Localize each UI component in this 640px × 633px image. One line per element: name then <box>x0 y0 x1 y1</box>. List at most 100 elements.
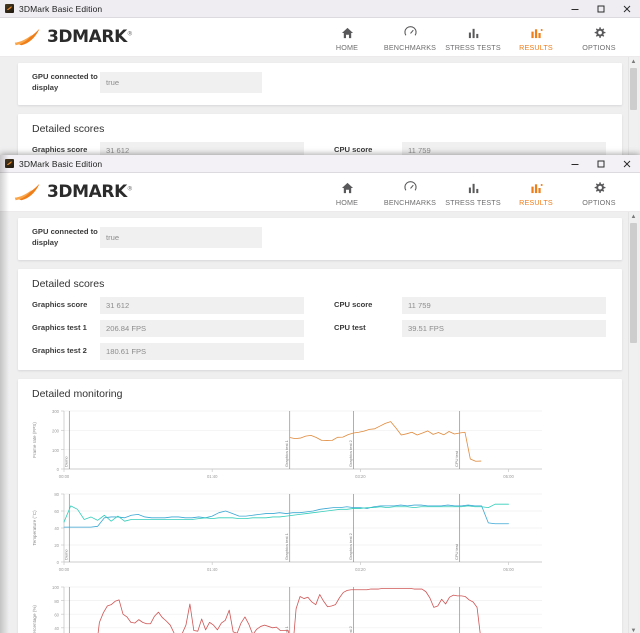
gpu-connected-value: true <box>100 227 262 248</box>
graphics-score-row: Graphics score 31 612 <box>18 142 320 159</box>
nav-item-stress-tests[interactable]: STRESS TESTS <box>442 178 504 207</box>
graphics-score-label: Graphics score <box>32 145 88 155</box>
nav-label-home: HOME <box>335 197 359 207</box>
main-nav-front[interactable]: HOME BENCHMARKS STRESS TESTS RESULTS <box>316 178 630 207</box>
close-icon <box>623 160 631 167</box>
scroll-up-arrow[interactable]: ▲ <box>630 213 637 220</box>
minimize-button[interactable] <box>562 0 588 17</box>
percentage-chart-svg[interactable]: 02040608010000:0001:4003:2005:00Percenta… <box>28 583 608 633</box>
maximize-icon <box>597 160 605 167</box>
main-nav-back[interactable]: HOME BENCHMARKS STRESS TESTS RESULTS <box>316 23 630 52</box>
close-button[interactable] <box>614 155 640 172</box>
graphics-test-2-label: Graphics test 2 <box>32 346 87 356</box>
chart-frame-rate[interactable]: 0 100 200 300 00:00 01:40 03:20 05:00 Frame rate… <box>28 407 612 490</box>
temperature-chart-svg[interactable]: 0 20 40 60 80 00:00 01:40 03:20 05:00 Temperature… <box>28 490 608 578</box>
window-controls-front[interactable] <box>562 155 640 172</box>
scrollbar-back[interactable]: ▲ <box>628 57 638 160</box>
table-row: Graphics score 31 612 CPU score 11 759 <box>18 142 622 160</box>
svg-text:Demo: Demo <box>64 549 69 560</box>
nav-item-benchmarks[interactable]: BENCHMARKS <box>379 178 441 207</box>
svg-text:100: 100 <box>52 448 60 453</box>
detailed-scores-title: Detailed scores <box>32 278 105 290</box>
nav-item-results[interactable]: RESULTS <box>505 178 567 207</box>
background-window-3dmark[interactable]: 3DMark Basic Edition 3DMARK® <box>0 0 640 160</box>
scroll-up-arrow[interactable]: ▲ <box>630 58 637 65</box>
minimize-button[interactable] <box>562 155 588 172</box>
gear-icon <box>593 181 606 195</box>
svg-text:40: 40 <box>54 526 59 531</box>
svg-text:60: 60 <box>54 612 59 617</box>
titlebar-front[interactable]: 3DMark Basic Edition <box>0 155 640 173</box>
graphics-score-value: 31 612 <box>100 297 304 314</box>
system-info-card-back: GPU connected to display true <box>18 63 622 105</box>
graphics-test-2-value: 180.61 FPS <box>100 343 304 360</box>
scrollbar-front[interactable]: ▲ ▼ <box>628 212 638 633</box>
svg-text:Graphics test 1: Graphics test 1 <box>284 439 289 467</box>
trademark-symbol: ® <box>126 30 133 38</box>
cpu-test-value: 39.51 FPS <box>402 320 606 337</box>
content-back: GPU connected to display true Detailed s… <box>0 57 640 160</box>
scroll-down-arrow[interactable]: ▼ <box>630 627 637 633</box>
nav-item-benchmarks[interactable]: BENCHMARKS <box>379 23 441 52</box>
monitoring-charts: 0 100 200 300 00:00 01:40 03:20 05:00 Frame rate… <box>18 407 622 633</box>
3dmark-swoosh-logo-icon <box>14 28 40 46</box>
detailed-scores-card-front: Detailed scores Graphics score 31 612 CP… <box>18 269 622 370</box>
frame-rate-chart-svg[interactable]: 0 100 200 300 00:00 01:40 03:20 05:00 Frame rate… <box>28 407 608 485</box>
app-icon <box>5 159 14 168</box>
chart-temperature[interactable]: 0 20 40 60 80 00:00 01:40 03:20 05:00 Temperature… <box>28 490 612 583</box>
graphics-score-row: Graphics score 31 612 <box>18 297 320 314</box>
content-front: GPU connected to display true Detailed s… <box>0 212 640 633</box>
svg-text:01:40: 01:40 <box>207 474 218 479</box>
nav-label-results: RESULTS <box>519 197 553 207</box>
table-row: Graphics test 2 180.61 FPS <box>18 343 622 370</box>
scrollbar-thumb[interactable] <box>630 68 637 110</box>
svg-text:CPU test: CPU test <box>454 543 459 560</box>
gpu-connected-value: true <box>100 72 262 93</box>
svg-text:Graphics test 1: Graphics test 1 <box>284 532 289 560</box>
nav-item-options[interactable]: OPTIONS <box>568 23 630 52</box>
graphics-test-2-row: Graphics test 2 180.61 FPS <box>18 343 320 360</box>
maximize-button[interactable] <box>588 0 614 17</box>
nav-item-home[interactable]: HOME <box>316 23 378 52</box>
nav-item-home[interactable]: HOME <box>316 178 378 207</box>
graphics-test-1-value: 206.84 FPS <box>100 320 304 337</box>
nav-label-results: RESULTS <box>519 42 553 52</box>
cpu-test-label: CPU test <box>334 323 366 333</box>
scrollbar-thumb[interactable] <box>630 223 637 343</box>
window-controls-back[interactable] <box>562 0 640 17</box>
close-button[interactable] <box>614 0 640 17</box>
gpu-connected-row-back: GPU connected to display true <box>18 72 622 93</box>
results-chart-icon <box>530 181 543 195</box>
speedometer-icon <box>403 181 417 195</box>
nav-label-stress-tests: STRESS TESTS <box>445 197 501 207</box>
titlebar-back[interactable]: 3DMark Basic Edition <box>0 0 640 18</box>
nav-item-results[interactable]: RESULTS <box>505 23 567 52</box>
graphics-test-1-row: Graphics test 1 206.84 FPS <box>18 320 320 337</box>
svg-text:Graphics test 2: Graphics test 2 <box>348 625 353 633</box>
foreground-window-3dmark[interactable]: 3DMark Basic Edition 3DMARK® <box>0 155 640 633</box>
svg-text:Percentage (%): Percentage (%) <box>32 605 37 633</box>
maximize-button[interactable] <box>588 155 614 172</box>
brand-logo-front[interactable]: 3DMARK® <box>14 182 133 202</box>
cpu-score-value: 11 759 <box>402 142 606 159</box>
window-title: 3DMark Basic Edition <box>19 158 103 169</box>
svg-text:80: 80 <box>54 492 59 497</box>
app-header-back: 3DMARK® HOME BENCHMARKS STRESS TESTS <box>0 18 640 57</box>
minimize-icon <box>571 163 579 165</box>
cpu-score-label: CPU score <box>334 300 373 310</box>
chart-percentage[interactable]: 02040608010000:0001:4003:2005:00Percenta… <box>28 583 612 633</box>
speedometer-icon <box>403 26 417 40</box>
graphics-score-label: Graphics score <box>32 300 88 310</box>
svg-text:300: 300 <box>52 409 60 414</box>
nav-label-options: OPTIONS <box>582 42 616 52</box>
svg-text:100: 100 <box>52 585 60 590</box>
svg-text:CPU test: CPU test <box>454 450 459 467</box>
nav-item-stress-tests[interactable]: STRESS TESTS <box>442 23 504 52</box>
svg-text:05:00: 05:00 <box>503 567 514 572</box>
gpu-connected-row-front: GPU connected to display true <box>18 227 622 248</box>
graphics-test-1-label: Graphics test 1 <box>32 323 87 333</box>
detailed-scores-title-back: Detailed scores <box>32 123 105 135</box>
brand-logo-back[interactable]: 3DMARK® <box>14 27 133 47</box>
nav-item-options[interactable]: OPTIONS <box>568 178 630 207</box>
cpu-score-row: CPU score 11 759 <box>320 297 622 314</box>
